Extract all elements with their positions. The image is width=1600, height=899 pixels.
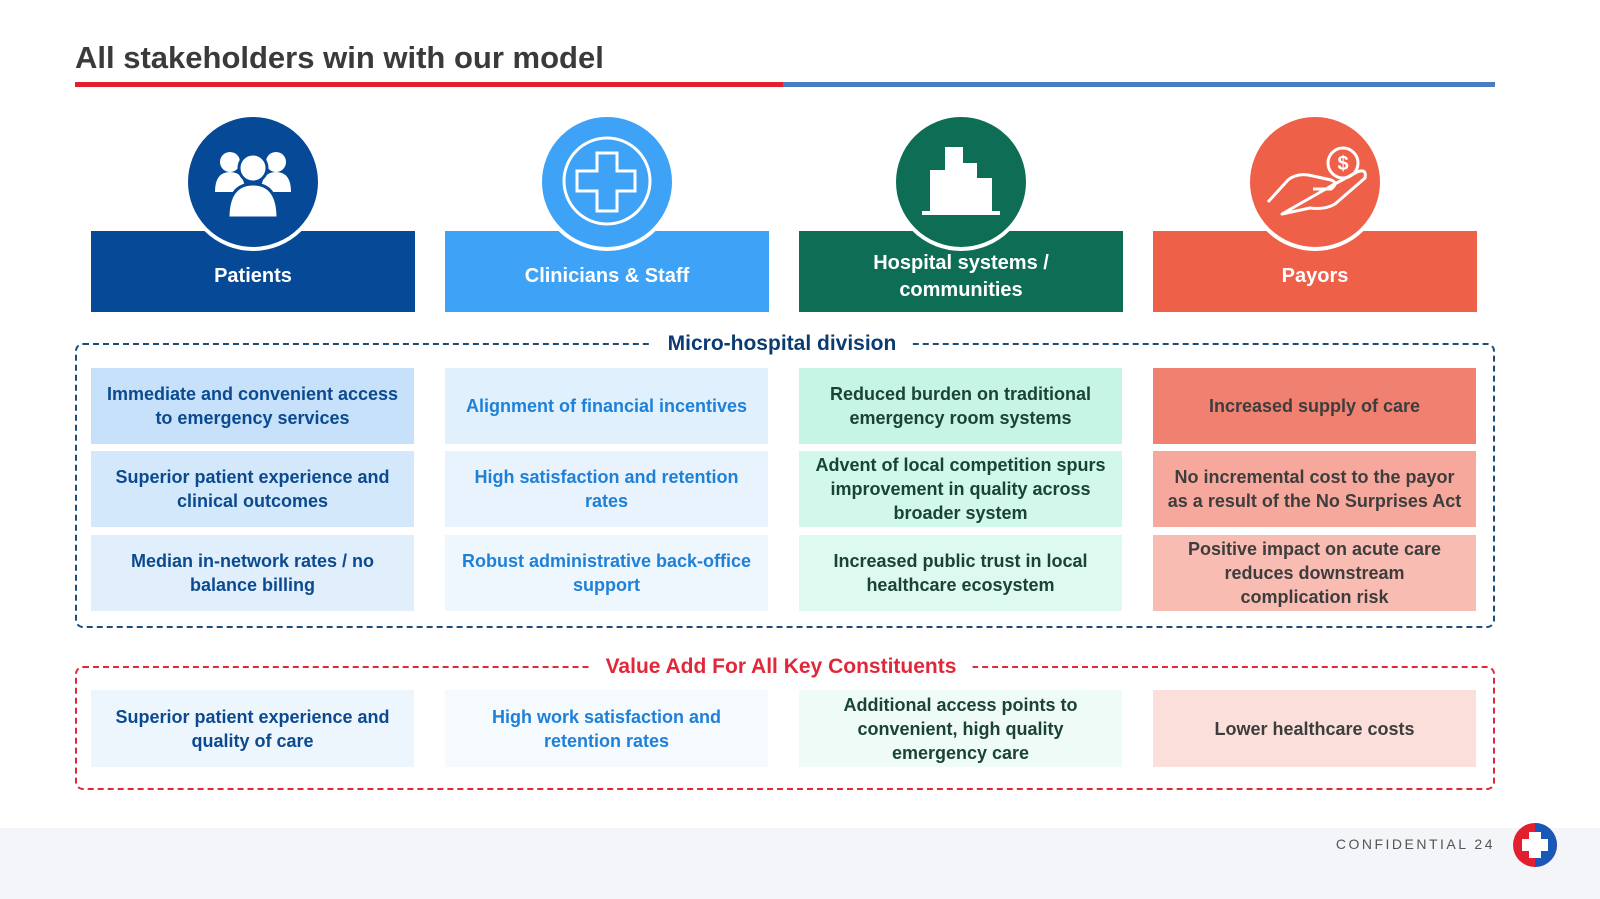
page-number: 24 (1474, 836, 1495, 852)
hospital-icon (892, 113, 1030, 251)
value-cell: High work satisfaction and retention rat… (445, 690, 768, 767)
value-cell: Lower healthcare costs (1153, 690, 1476, 767)
column-header: Hospital systems / communities (799, 231, 1123, 312)
benefit-cell: High satisfaction and retention rates (445, 451, 768, 527)
section-label: Micro-hospital division (651, 332, 913, 356)
value-cell: Superior patient experience and quality … (91, 690, 414, 767)
benefit-cell: Immediate and convenient access to emerg… (91, 368, 414, 444)
benefit-cell: Increased supply of care (1153, 368, 1476, 444)
benefit-cell: No incremental cost to the payor as a re… (1153, 451, 1476, 527)
benefit-cell: Increased public trust in local healthca… (799, 535, 1122, 611)
clinicians-icon (538, 113, 676, 251)
patients-icon (184, 113, 322, 251)
benefit-cell: Positive impact on acute care reduces do… (1153, 535, 1476, 611)
confidential: CONFIDENTIAL (1335, 836, 1469, 852)
rule-red (75, 82, 783, 87)
svg-text:$: $ (1337, 153, 1348, 175)
footer-band (0, 828, 1600, 899)
column-header: Clinicians & Staff (445, 231, 769, 312)
benefit-cell: Robust administrative back-office suppor… (445, 535, 768, 611)
column-header: Payors (1153, 231, 1477, 312)
benefit-cell: Advent of local competition spurs improv… (799, 451, 1122, 527)
benefit-cell: Alignment of financial incentives (445, 368, 768, 444)
benefit-cell: Reduced burden on traditional emergency … (799, 368, 1122, 444)
section-label: Value Add For All Key Constituents (589, 655, 973, 679)
payors-icon: $ (1246, 113, 1384, 251)
value-cell: Additional access points to convenient, … (799, 690, 1122, 767)
benefit-cell: Median in-network rates / no balance bil… (91, 535, 414, 611)
column-header: Patients (91, 231, 415, 312)
footer-text: CONFIDENTIAL 24 (1336, 836, 1495, 852)
rule-blue (783, 82, 1495, 87)
slide-title: All stakeholders win with our model (75, 40, 604, 75)
benefit-cell: Superior patient experience and clinical… (91, 451, 414, 527)
